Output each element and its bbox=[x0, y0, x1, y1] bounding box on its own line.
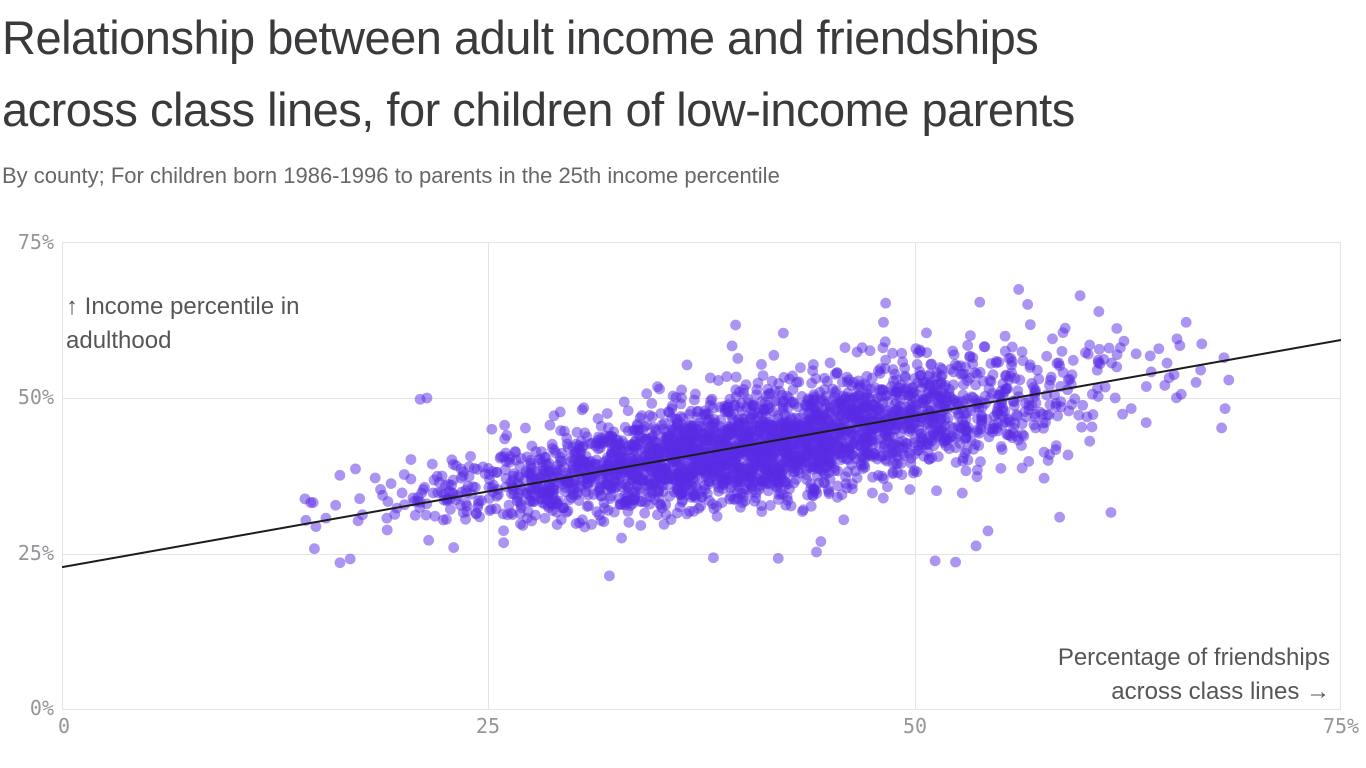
page-title: Relationship between adult income and fr… bbox=[2, 2, 1364, 146]
x-axis-annotation-line-2: across class lines → bbox=[1111, 678, 1330, 705]
x-tick-label-25: 25 bbox=[475, 714, 501, 738]
y-tick-label-50: 50% bbox=[17, 385, 54, 409]
page-title-line-2: across class lines, for children of low-… bbox=[2, 83, 1075, 136]
y-tick-label-25: 25% bbox=[17, 541, 54, 565]
page-title-line-1: Relationship between adult income and fr… bbox=[2, 11, 1039, 64]
y-tick-label-0: 0% bbox=[29, 696, 54, 720]
scatter-plot-canvas bbox=[62, 242, 1341, 710]
y-axis-annotation: ↑ Income percentile in adulthood bbox=[66, 290, 299, 358]
x-tick-label-75: 75% bbox=[1322, 714, 1360, 738]
y-axis-annotation-line-2: adulthood bbox=[66, 327, 172, 354]
x-axis-annotation: Percentage of friendships across class l… bbox=[1058, 641, 1330, 709]
y-axis-annotation-line-1: ↑ Income percentile in bbox=[66, 293, 300, 320]
x-axis-annotation-line-1: Percentage of friendships bbox=[1057, 644, 1330, 671]
page-subtitle: By county; For children born 1986-1996 t… bbox=[2, 163, 780, 188]
x-tick-label-50: 50 bbox=[902, 714, 928, 738]
y-tick-label-75: 75% bbox=[17, 230, 54, 254]
x-tick-label-0: 0 bbox=[57, 714, 71, 738]
